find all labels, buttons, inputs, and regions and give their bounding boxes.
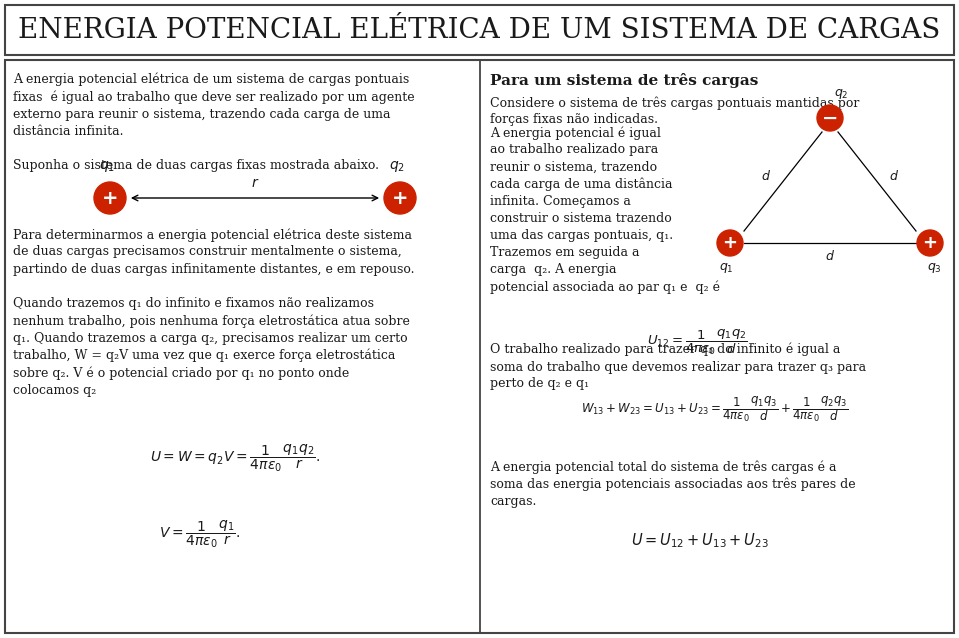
Bar (5, 60, 954, 633)
Text: +: + (102, 188, 118, 207)
Text: Quando trazemos q₁ do infinito e fixamos não realizamos
nenhum trabalho, pois ne: Quando trazemos q₁ do infinito e fixamos… (13, 297, 409, 397)
Text: +: + (722, 234, 737, 252)
Text: $q_1$: $q_1$ (99, 159, 115, 174)
Bar (5, 5, 954, 55)
Text: $r$: $r$ (251, 176, 259, 190)
Text: +: + (391, 188, 409, 207)
Text: Considere o sistema de três cargas pontuais mantidas por
forças fixas não indica: Considere o sistema de três cargas pontu… (490, 96, 859, 126)
Text: $q_3$: $q_3$ (926, 261, 942, 275)
Text: O trabalho realizado para trazer q₃ do infinito é igual a
soma do trabalho que d: O trabalho realizado para trazer q₃ do i… (490, 343, 866, 390)
Text: A energia potencial é igual
ao trabalho realizado para
reunir o sistema, trazend: A energia potencial é igual ao trabalho … (490, 126, 720, 294)
Text: $U_{12} = \dfrac{1}{4\pi\epsilon_0}\dfrac{q_1 q_2}{d}.$: $U_{12} = \dfrac{1}{4\pi\epsilon_0}\dfra… (647, 328, 753, 357)
Circle shape (384, 182, 416, 214)
Circle shape (94, 182, 126, 214)
Text: $d$: $d$ (889, 169, 899, 183)
Circle shape (817, 105, 843, 131)
Text: −: − (822, 108, 838, 128)
Text: $V = \dfrac{1}{4\pi\epsilon_0}\dfrac{q_1}{r}.$: $V = \dfrac{1}{4\pi\epsilon_0}\dfrac{q_1… (159, 518, 241, 550)
Text: $q_2$: $q_2$ (834, 87, 849, 101)
Text: A energia potencial elétrica de um sistema de cargas pontuais
fixas  é igual ao : A energia potencial elétrica de um siste… (13, 73, 414, 138)
Circle shape (717, 230, 743, 256)
Text: $q_1$: $q_1$ (718, 261, 734, 275)
Text: Suponha o sistema de duas cargas fixas mostrada abaixo.: Suponha o sistema de duas cargas fixas m… (13, 159, 379, 172)
Text: ENERGIA POTENCIAL ELÉTRICA DE UM SISTEMA DE CARGAS: ENERGIA POTENCIAL ELÉTRICA DE UM SISTEMA… (18, 17, 940, 43)
Text: $W_{13} + W_{23} = U_{13} + U_{23} = \dfrac{1}{4\pi\epsilon_0}\dfrac{q_1 q_3}{d}: $W_{13} + W_{23} = U_{13} + U_{23} = \df… (581, 395, 849, 424)
Circle shape (917, 230, 943, 256)
Text: $d$: $d$ (761, 169, 771, 183)
Text: $q_2$: $q_2$ (389, 159, 405, 174)
Text: Para determinarmos a energia potencial elétrica deste sistema
de duas cargas pre: Para determinarmos a energia potencial e… (13, 228, 414, 276)
Text: $d$: $d$ (825, 249, 835, 263)
Text: A energia potencial total do sistema de três cargas é a
soma das energia potenci: A energia potencial total do sistema de … (490, 460, 855, 508)
Text: $U = W = q_2 V = \dfrac{1}{4\pi\epsilon_0}\dfrac{q_1 q_2}{r}.$: $U = W = q_2 V = \dfrac{1}{4\pi\epsilon_… (150, 442, 320, 474)
Text: $U = U_{12} + U_{13} + U_{23}$: $U = U_{12} + U_{13} + U_{23}$ (631, 531, 769, 550)
Text: +: + (923, 234, 938, 252)
Text: Para um sistema de três cargas: Para um sistema de três cargas (490, 73, 759, 88)
